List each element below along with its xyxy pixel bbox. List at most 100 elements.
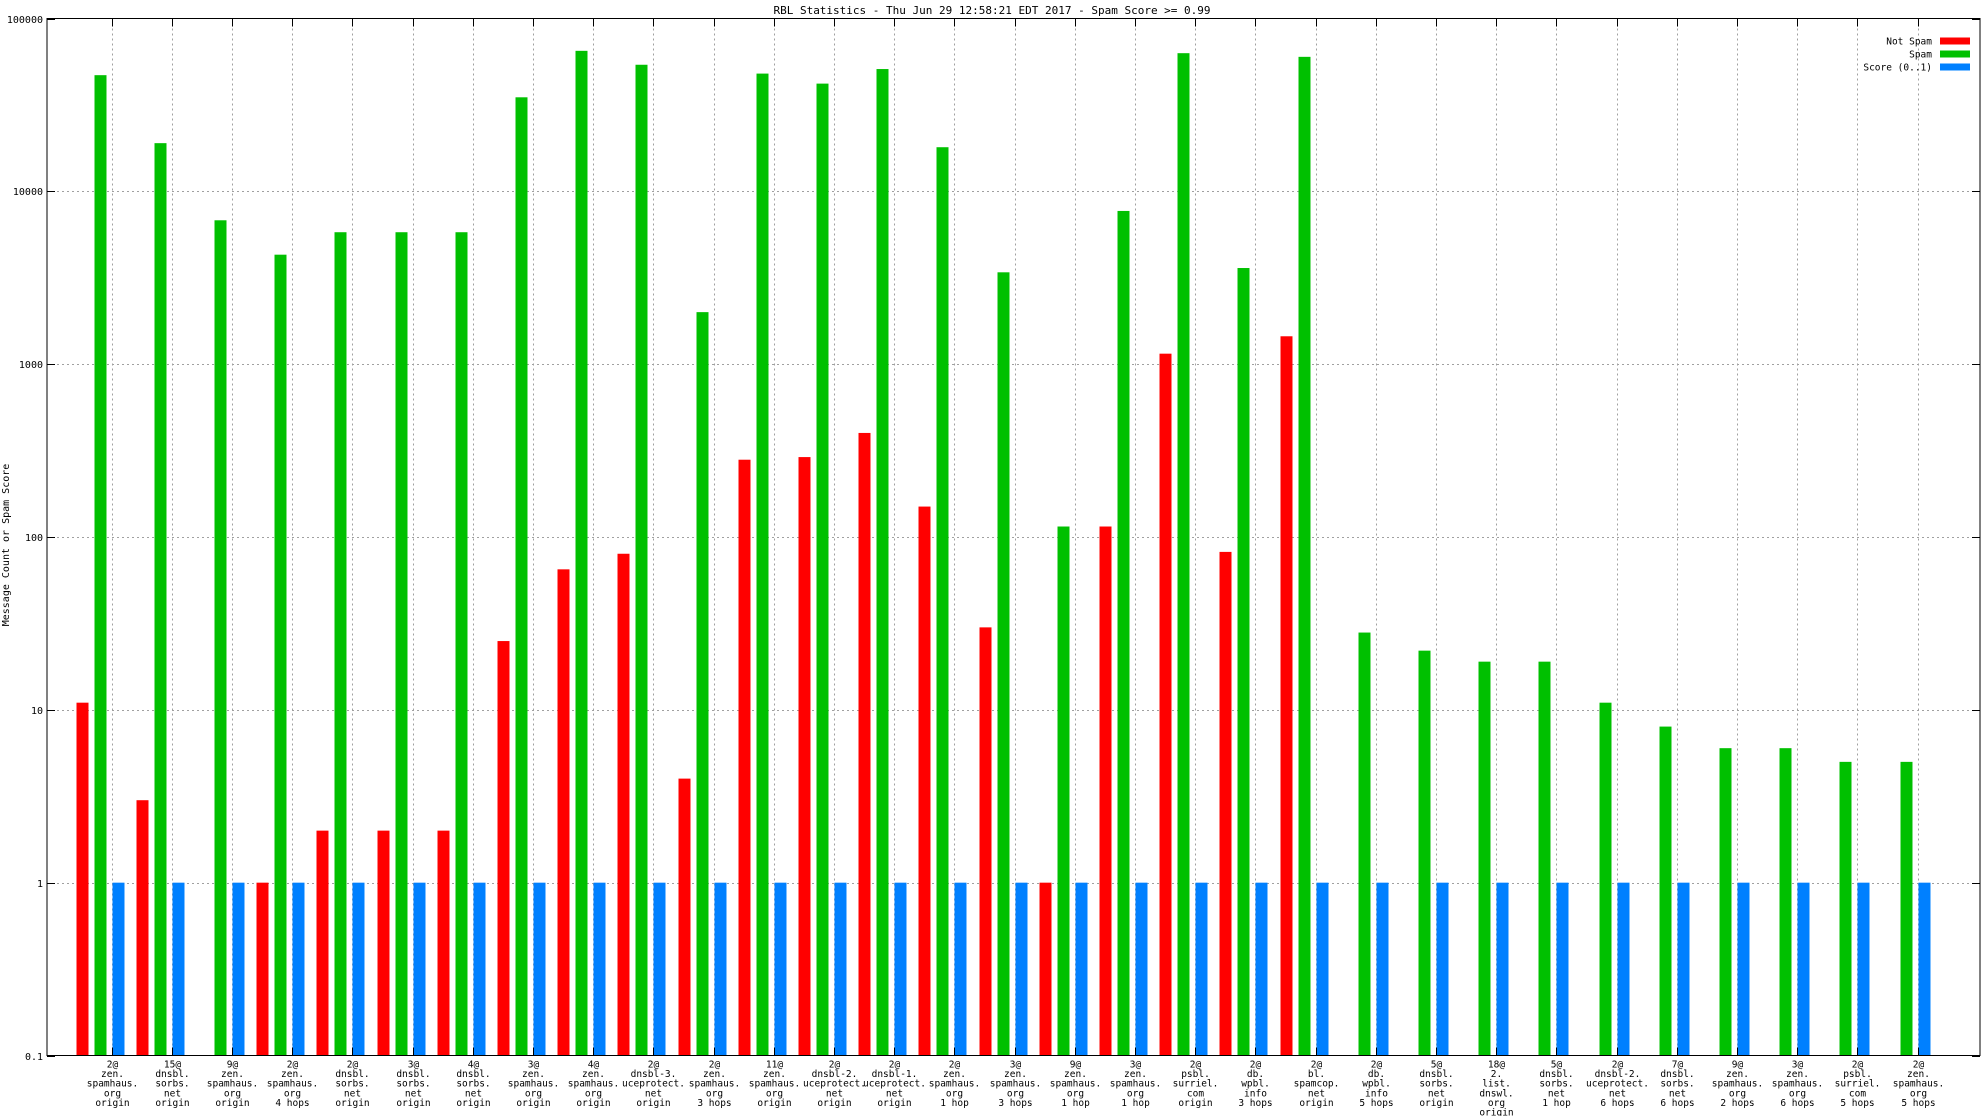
bar bbox=[997, 272, 1010, 1056]
x-tick-label: 3@ zen. spamhaus. org 3 hops bbox=[990, 1060, 1041, 1109]
bar bbox=[1117, 210, 1130, 1056]
x-tick-label-line: uceprotect. bbox=[863, 1079, 926, 1090]
x-tick-label-line: uceprotect. bbox=[622, 1079, 685, 1090]
x-tick-label-line: dnswl. bbox=[1479, 1088, 1513, 1099]
bar bbox=[774, 882, 787, 1056]
x-tick-label-line: spamhaus. bbox=[689, 1079, 740, 1090]
bar bbox=[1496, 882, 1509, 1056]
x-tick-label-line: dnsbl-2. bbox=[812, 1069, 858, 1080]
x-tick-label-line: spamhaus. bbox=[508, 1079, 559, 1090]
x-tick-label-line: surriel. bbox=[1173, 1079, 1219, 1090]
x-tick-label-line: org bbox=[1729, 1088, 1746, 1099]
x-tick-label-line: 5@ bbox=[1551, 1060, 1563, 1071]
x-tick-label-line: org bbox=[1127, 1088, 1144, 1099]
x-tick-label-line: org bbox=[284, 1088, 301, 1099]
x-tick-label-line: sorbs. bbox=[396, 1079, 430, 1090]
x-tick-label-line: net bbox=[1308, 1088, 1325, 1099]
x-tick-label-line: spamhaus. bbox=[1110, 1079, 1161, 1090]
x-tick-label-line: net bbox=[465, 1088, 482, 1099]
bar bbox=[816, 83, 829, 1056]
x-tick-label-line: dnsbl. bbox=[396, 1069, 430, 1080]
bar bbox=[1039, 882, 1052, 1056]
x-tick-label-line: 5@ bbox=[1431, 1060, 1443, 1071]
y-tick-label: 0.1 bbox=[25, 1052, 43, 1063]
bar bbox=[1316, 882, 1329, 1056]
x-tick-label-line: sorbs. bbox=[335, 1079, 369, 1090]
bar bbox=[575, 50, 588, 1056]
bar bbox=[858, 432, 871, 1056]
x-tick-label-line: 2@ bbox=[889, 1060, 901, 1071]
bar bbox=[1659, 726, 1672, 1056]
x-tick-label-line: 11@ bbox=[766, 1060, 783, 1071]
x-tick-label-line: 1 hop bbox=[940, 1098, 969, 1109]
y-tick-label: 10 bbox=[31, 706, 43, 717]
x-tick-label-line: uceprotect. bbox=[1586, 1079, 1649, 1090]
x-tick-label: 2@ db. wpbl. info 3 hops bbox=[1238, 1060, 1272, 1109]
bar bbox=[1556, 882, 1569, 1056]
bar bbox=[214, 220, 227, 1056]
bar bbox=[1719, 748, 1732, 1056]
x-tick-label-line: origin bbox=[1178, 1098, 1212, 1109]
x-tick-label-line: spamhaus. bbox=[749, 1079, 800, 1090]
x-tick-label: 2@ db. wpbl. info 5 hops bbox=[1359, 1060, 1393, 1109]
x-tick-label-line: origin bbox=[757, 1098, 791, 1109]
x-tick-label-line: 5 hops bbox=[1840, 1098, 1874, 1109]
bar bbox=[593, 882, 606, 1056]
y-axis-label: Message Count or Spam Score bbox=[1, 464, 12, 627]
x-tick-label: 9@ zen. spamhaus. org origin bbox=[207, 1060, 258, 1109]
x-tick-label-line: org bbox=[525, 1088, 542, 1099]
x-tick-label-line: 5 hops bbox=[1901, 1098, 1935, 1109]
bar bbox=[274, 254, 287, 1056]
x-tick-label: 11@ zen. spamhaus. org origin bbox=[749, 1060, 800, 1109]
x-tick-label-line: surriel. bbox=[1835, 1079, 1881, 1090]
x-tick-label-line: wpbl. bbox=[1241, 1079, 1270, 1090]
x-tick-label-line: org bbox=[1067, 1088, 1084, 1099]
legend-label: Spam bbox=[1909, 50, 1932, 61]
x-tick-label: 5@ dnsbl. sorbs. net 1 hop bbox=[1539, 1060, 1573, 1109]
x-tick-label-line: 2@ bbox=[1913, 1060, 1925, 1071]
x-tick-label-line: 9@ bbox=[1732, 1060, 1744, 1071]
y-tick-label: 10000 bbox=[13, 187, 43, 198]
y-tick-label: 100 bbox=[25, 533, 43, 544]
x-tick-label-line: spamhaus. bbox=[568, 1079, 619, 1090]
x-tick-label-line: zen. bbox=[582, 1069, 605, 1080]
x-tick-label-line: 3@ bbox=[1130, 1060, 1142, 1071]
x-tick-label: 2@ dnsbl-3. uceprotect. net origin bbox=[622, 1060, 685, 1109]
x-tick-label-line: 2@ bbox=[1311, 1060, 1323, 1071]
x-tick-label: 2@ bl. spamcop. net origin bbox=[1294, 1060, 1340, 1109]
bars bbox=[76, 50, 1931, 1056]
x-tick-label: 2@ dnsbl-2. uceprotect. net 6 hops bbox=[1586, 1060, 1649, 1109]
x-tick-label-line: origin bbox=[335, 1098, 369, 1109]
x-tick-label-line: origin bbox=[215, 1098, 249, 1109]
x-tick-label-line: dnsbl. bbox=[155, 1069, 189, 1080]
x-tick-label-line: 7@ bbox=[1672, 1060, 1684, 1071]
x-tick-label-line: org bbox=[766, 1088, 783, 1099]
x-tick-label-line: psbl. bbox=[1181, 1069, 1210, 1080]
x-tick-label: 2@ zen. spamhaus. org 1 hop bbox=[929, 1060, 980, 1109]
bar bbox=[1057, 526, 1070, 1056]
bar bbox=[557, 569, 570, 1056]
bar bbox=[1298, 56, 1311, 1056]
bar bbox=[1900, 761, 1913, 1056]
x-tick-label-line: zen. bbox=[221, 1069, 244, 1080]
x-tick-label-line: dnsbl-1. bbox=[872, 1069, 918, 1080]
x-tick-label-line: spamhaus. bbox=[1050, 1079, 1101, 1090]
x-tick-label-line: spamhaus. bbox=[207, 1079, 258, 1090]
x-tick-label: 2@ zen. spamhaus. org 5 hops bbox=[1893, 1060, 1944, 1109]
x-tick-label-line: 2@ bbox=[287, 1060, 299, 1071]
bar bbox=[738, 459, 751, 1056]
x-tick-label-line: net bbox=[405, 1088, 422, 1099]
legend-label: Not Spam bbox=[1886, 37, 1932, 48]
x-tick-label: 5@ dnsbl. sorbs. net origin bbox=[1419, 1060, 1453, 1109]
x-tick-label-line: zen. bbox=[1726, 1069, 1749, 1080]
x-tick-label-line: dnsbl-2. bbox=[1595, 1069, 1641, 1080]
x-tick-label-line: 1 hop bbox=[1061, 1098, 1090, 1109]
x-tick-label-line: org bbox=[1488, 1098, 1505, 1109]
x-tick-label: 4@ dnsbl. sorbs. net origin bbox=[456, 1060, 490, 1109]
legend-swatch bbox=[1940, 63, 1970, 71]
x-tick-label-line: dnsbl. bbox=[1660, 1069, 1694, 1080]
x-tick-label-line: bl. bbox=[1308, 1069, 1325, 1080]
bar bbox=[1599, 702, 1612, 1056]
bar bbox=[1219, 551, 1232, 1056]
